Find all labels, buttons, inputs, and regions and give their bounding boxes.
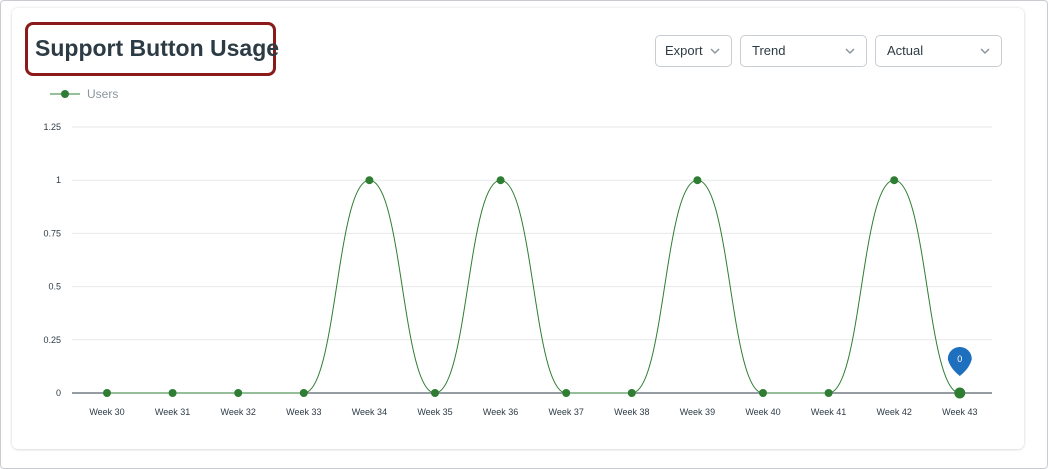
- data-point: [431, 389, 439, 397]
- chevron-down-icon: [710, 48, 720, 55]
- title-highlight-box: [25, 22, 276, 76]
- x-tick-label: Week 31: [155, 407, 190, 417]
- x-tick-label: Week 36: [483, 407, 518, 417]
- data-point: [496, 176, 505, 185]
- chevron-down-icon: [845, 48, 855, 55]
- y-tick-label: 1: [56, 175, 61, 185]
- actual-dropdown-label: Actual: [887, 43, 924, 58]
- data-point: [103, 389, 111, 397]
- legend-marker-users: [61, 90, 69, 98]
- y-tick-label: 0.75: [43, 228, 61, 238]
- data-point: [954, 387, 966, 399]
- x-tick-label: Week 30: [89, 407, 124, 417]
- x-tick-label: Week 33: [286, 407, 321, 417]
- data-point: [365, 176, 374, 185]
- page-title: Support Button Usage: [35, 35, 280, 61]
- data-point: [890, 176, 899, 185]
- x-tick-label: Week 38: [614, 407, 649, 417]
- chart-card: [12, 8, 1024, 449]
- tooltip-marker: [947, 347, 972, 376]
- legend-label-users: Users: [87, 87, 118, 101]
- x-tick-label: Week 43: [942, 407, 977, 417]
- x-tick-label: Week 40: [745, 407, 780, 417]
- x-tick-label: Week 32: [221, 407, 256, 417]
- y-tick-label: 0.5: [48, 282, 61, 292]
- x-tick-label: Week 37: [549, 407, 584, 417]
- data-point: [168, 389, 177, 397]
- tooltip-value: 0: [957, 354, 962, 364]
- y-tick-label: 0.25: [43, 335, 61, 345]
- x-tick-label: Week 35: [417, 407, 452, 417]
- x-tick-label: Week 41: [811, 407, 846, 417]
- y-tick-label: 1.25: [43, 122, 61, 132]
- data-point: [693, 176, 702, 185]
- data-point: [234, 389, 243, 397]
- data-point: [562, 389, 571, 397]
- data-point: [759, 389, 767, 397]
- data-point: [824, 389, 833, 397]
- y-tick-label: 0: [56, 388, 61, 398]
- trend-dropdown[interactable]: Trend: [740, 35, 867, 67]
- x-tick-label: Week 42: [877, 407, 912, 417]
- export-dropdown[interactable]: Export: [655, 35, 732, 67]
- trend-dropdown-label: Trend: [752, 43, 786, 58]
- x-tick-label: Week 39: [680, 407, 715, 417]
- x-tick-label: Week 34: [352, 407, 387, 417]
- actual-dropdown[interactable]: Actual: [875, 35, 1002, 67]
- export-dropdown-label: Export: [665, 43, 703, 58]
- data-point: [627, 389, 636, 397]
- chevron-down-icon: [980, 48, 990, 55]
- data-point: [299, 389, 308, 397]
